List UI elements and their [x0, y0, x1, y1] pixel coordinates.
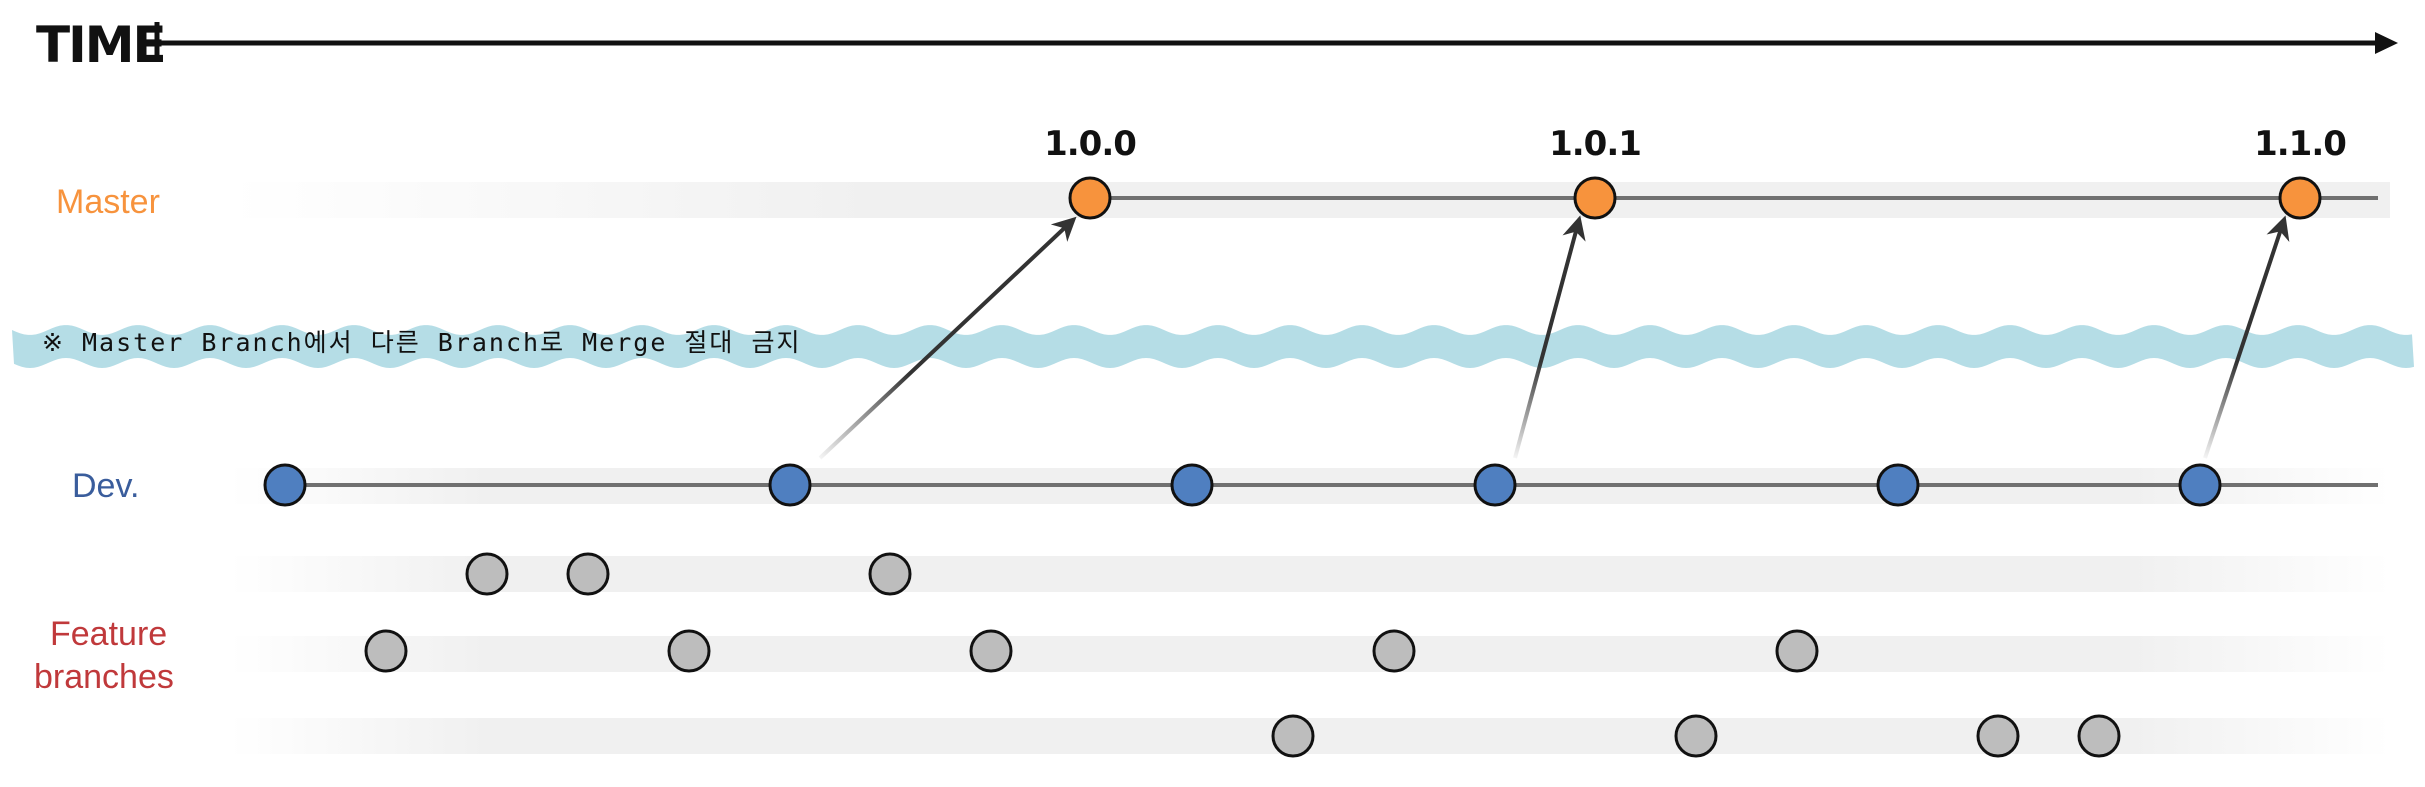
feature-3-commit-3 [1976, 714, 2020, 758]
feature-2-commit-5 [1775, 629, 1819, 673]
feature-2-commit-1 [364, 629, 408, 673]
feature-2-commit-3 [969, 629, 1013, 673]
master-commit-1-1-0 [2278, 176, 2322, 220]
version-label-1-1-0: 1.1.0 [2254, 124, 2346, 164]
notice-band [12, 325, 2414, 368]
feature-lane-label-line1: Feature [50, 615, 167, 653]
merge-arrow-1-1-0 [2203, 215, 2290, 459]
feature-1-commit-1 [465, 552, 509, 596]
dev-commit-4 [1473, 463, 1517, 507]
feature-3-commit-1 [1271, 714, 1315, 758]
master-lane-label: Master [56, 183, 160, 221]
dev-lane-label: Dev. [72, 467, 139, 505]
feature-3-commit-4 [2077, 714, 2121, 758]
dev-commit-5 [1876, 463, 1920, 507]
version-label-1-0-1: 1.0.1 [1549, 124, 1641, 164]
time-axis-arrow-icon [2375, 32, 2398, 54]
dev-commit-2 [768, 463, 812, 507]
time-axis-label: TIME [36, 16, 165, 74]
dev-commit-1 [263, 463, 307, 507]
feature-lane-band-2 [230, 636, 2390, 672]
feature-2-commit-2 [667, 629, 711, 673]
master-commit-1-0-1 [1573, 176, 1617, 220]
feature-1-commit-2 [566, 552, 610, 596]
merge-arrow-1-0-1 [1513, 215, 1586, 459]
dev-commit-3 [1170, 463, 1214, 507]
notice-text: ※ Master Branch에서 다른 Branch로 Merge 절대 금지 [42, 328, 802, 357]
feature-2-commit-4 [1372, 629, 1416, 673]
feature-lane-label-line2: branches [34, 658, 174, 696]
merge-arrow-1-0-0 [818, 216, 1077, 460]
feature-3-commit-2 [1674, 714, 1718, 758]
feature-1-commit-3 [868, 552, 912, 596]
dev-commit-6 [2178, 463, 2222, 507]
version-label-1-0-0: 1.0.0 [1044, 124, 1136, 164]
feature-lane-band-1 [230, 556, 2390, 592]
master-commit-1-0-0 [1068, 176, 1112, 220]
